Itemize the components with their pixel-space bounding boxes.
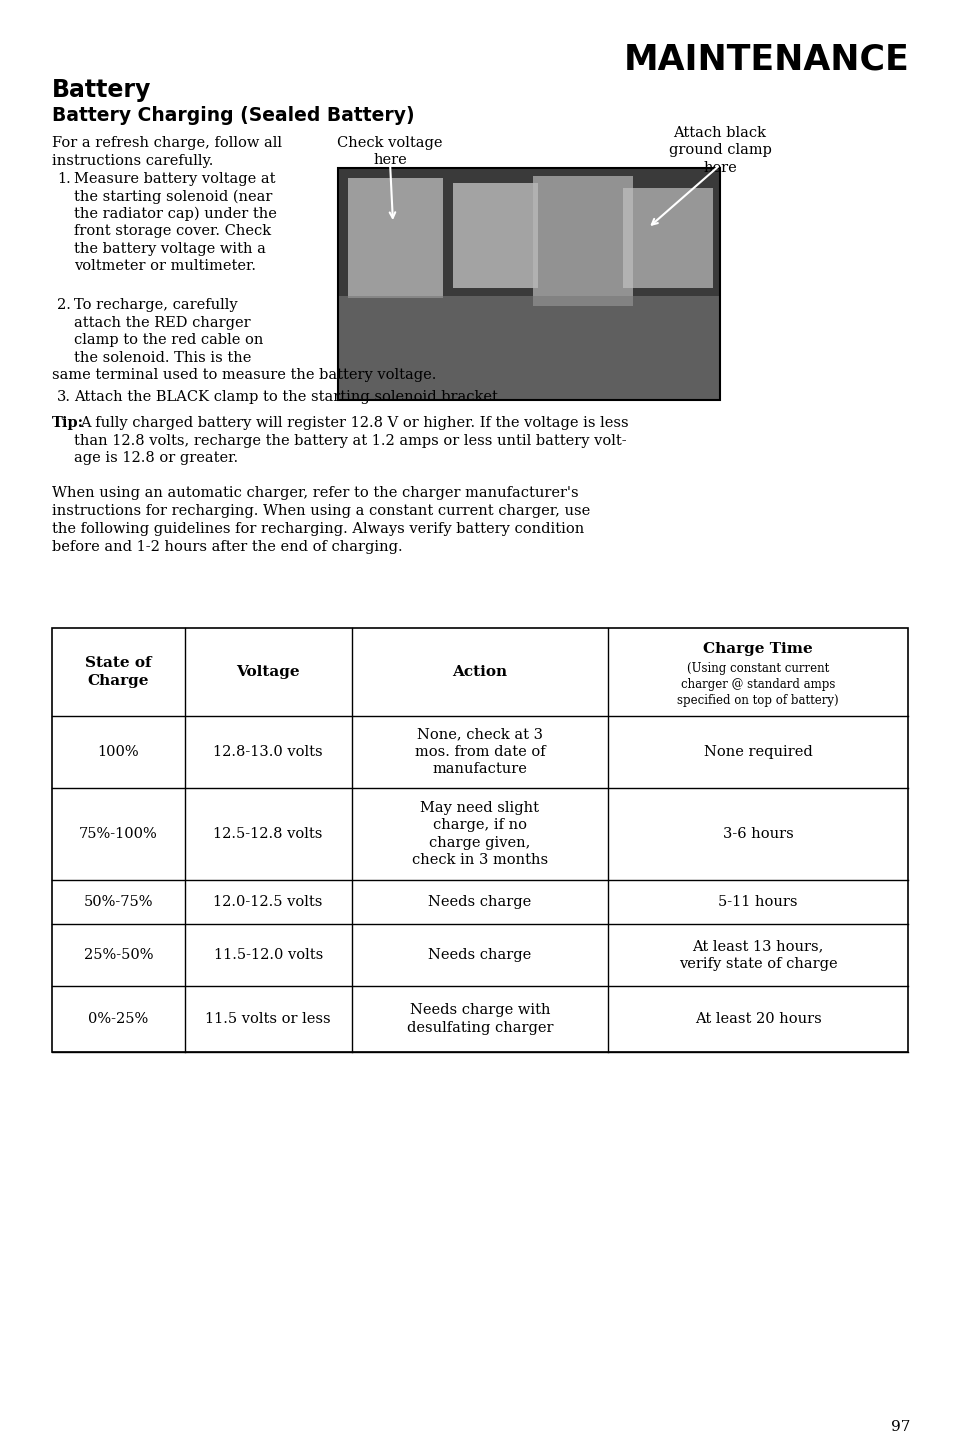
Text: Needs charge: Needs charge [428,948,531,963]
Text: than 12.8 volts, recharge the battery at 1.2 amps or less until battery volt-: than 12.8 volts, recharge the battery at… [74,433,626,448]
Text: the starting solenoid (near: the starting solenoid (near [74,189,273,204]
Text: 12.0-12.5 volts: 12.0-12.5 volts [213,896,322,909]
Text: 25%-50%: 25%-50% [84,948,152,963]
Text: For a refresh charge, follow all: For a refresh charge, follow all [52,137,282,150]
Text: front storage cover. Check: front storage cover. Check [74,224,271,238]
Text: 75%-100%: 75%-100% [79,827,157,840]
Text: 50%-75%: 50%-75% [84,896,152,909]
Text: To recharge, carefully: To recharge, carefully [74,298,237,313]
Text: 97: 97 [890,1421,909,1434]
Text: None, check at 3
mos. from date of
manufacture: None, check at 3 mos. from date of manuf… [415,727,545,776]
Text: A fully charged battery will register 12.8 V or higher. If the voltage is less: A fully charged battery will register 12… [80,416,628,430]
Bar [533,176,633,305]
Text: At least 20 hours: At least 20 hours [694,1012,821,1027]
Text: 5-11 hours: 5-11 hours [718,896,797,909]
Text: When using an automatic charger, refer to the charger manufacturer's: When using an automatic charger, refer t… [52,487,578,500]
Text: State of
Charge: State of Charge [85,656,152,688]
Text: MAINTENANCE: MAINTENANCE [623,42,909,76]
Text: Attach the BLACK clamp to the starting solenoid bracket.: Attach the BLACK clamp to the starting s… [74,390,502,404]
Text: attach the RED charger: attach the RED charger [74,316,251,330]
Text: 12.5-12.8 volts: 12.5-12.8 volts [213,827,322,840]
Text: 3-6 hours: 3-6 hours [722,827,793,840]
Text: Needs charge with
desulfating charger: Needs charge with desulfating charger [406,1003,553,1035]
Text: 0%-25%: 0%-25% [88,1012,149,1027]
Bar [337,295,720,400]
Text: instructions for recharging. When using a constant current charger, use: instructions for recharging. When using … [52,505,590,519]
Text: the radiator cap) under the: the radiator cap) under the [74,206,276,221]
Text: 11.5-12.0 volts: 11.5-12.0 volts [213,948,322,963]
Text: Voltage: Voltage [236,664,299,679]
Text: Check voltage
here: Check voltage here [337,137,442,167]
Bar [337,169,720,400]
Text: Attach black
ground clamp
here: Attach black ground clamp here [668,126,771,174]
Bar [622,188,712,288]
Bar [337,169,720,400]
Bar [52,628,907,1053]
Text: (Using constant current
charger @ standard amps
specified on top of battery): (Using constant current charger @ standa… [677,662,838,707]
Text: None required: None required [703,744,812,759]
Text: before and 1-2 hours after the end of charging.: before and 1-2 hours after the end of ch… [52,541,402,554]
Text: May need slight
charge, if no
charge given,
check in 3 months: May need slight charge, if no charge giv… [412,801,547,867]
Bar [453,183,537,288]
Text: the battery voltage with a: the battery voltage with a [74,241,266,256]
Text: Battery Charging (Sealed Battery): Battery Charging (Sealed Battery) [52,106,415,125]
Text: Measure battery voltage at: Measure battery voltage at [74,172,275,186]
Text: Battery: Battery [52,79,152,102]
Text: 2.: 2. [57,298,71,313]
Text: 100%: 100% [97,744,139,759]
Text: Needs charge: Needs charge [428,896,531,909]
Text: 3.: 3. [57,390,71,404]
Text: 1.: 1. [57,172,71,186]
Text: Charge Time: Charge Time [702,643,812,656]
Text: instructions carefully.: instructions carefully. [52,154,213,169]
Text: Tip:: Tip: [52,416,84,430]
Bar [348,177,442,298]
Text: voltmeter or multimeter.: voltmeter or multimeter. [74,259,255,273]
Text: Action: Action [452,664,507,679]
Text: 12.8-13.0 volts: 12.8-13.0 volts [213,744,323,759]
Text: the following guidelines for recharging. Always verify battery condition: the following guidelines for recharging.… [52,522,583,537]
Text: 11.5 volts or less: 11.5 volts or less [205,1012,331,1027]
Text: age is 12.8 or greater.: age is 12.8 or greater. [74,451,238,465]
Text: the solenoid. This is the: the solenoid. This is the [74,350,251,365]
Text: At least 13 hours,
verify state of charge: At least 13 hours, verify state of charg… [679,939,837,971]
Text: clamp to the red cable on: clamp to the red cable on [74,333,263,348]
Text: same terminal used to measure the battery voltage.: same terminal used to measure the batter… [52,368,436,382]
